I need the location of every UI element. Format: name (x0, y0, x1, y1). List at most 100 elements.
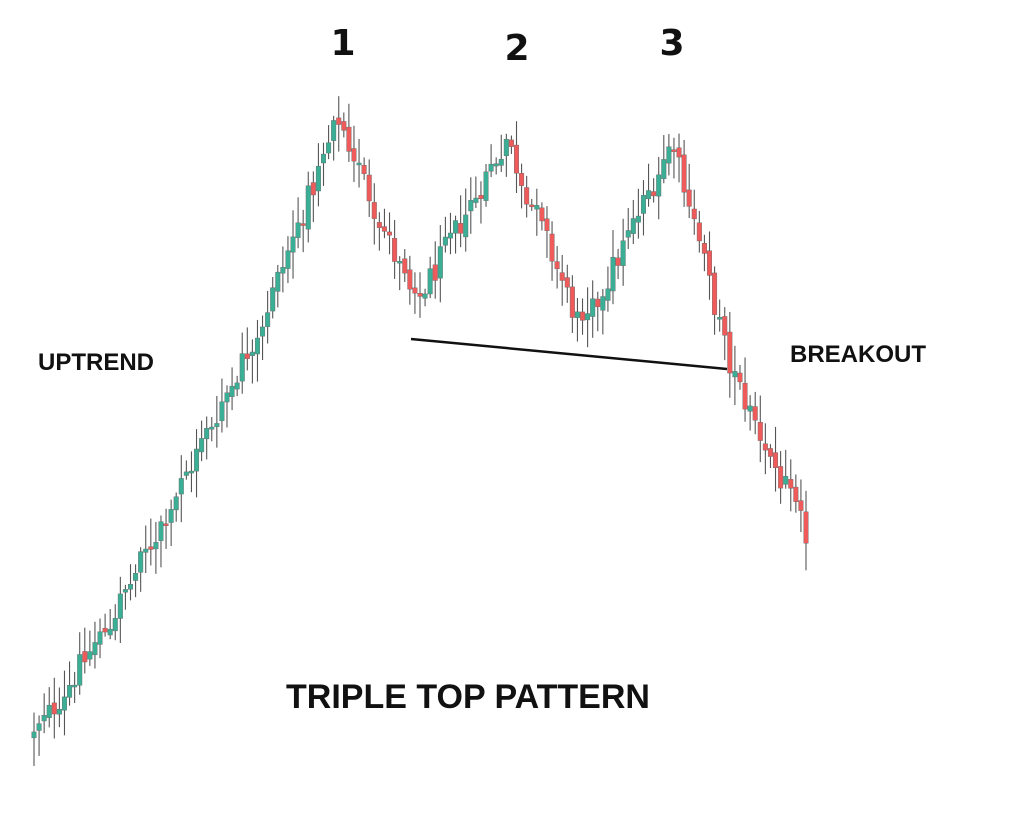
candle-body-bullish (214, 423, 220, 427)
candle (707, 231, 713, 300)
candle-body-bullish (661, 159, 667, 180)
candle (392, 220, 398, 279)
candle (742, 357, 748, 422)
candle-body-bullish (143, 548, 149, 553)
candle (51, 677, 57, 739)
candle-body-bearish (595, 298, 601, 308)
candle (615, 248, 621, 280)
candle (183, 460, 189, 480)
candle-body-bullish (138, 551, 144, 573)
candle-body-bullish (326, 142, 332, 154)
candle-body-bearish (519, 173, 525, 186)
candle (72, 671, 78, 703)
candle (260, 315, 266, 361)
candle-body-bearish (524, 187, 530, 205)
candle-body-bearish (742, 382, 748, 410)
candle (422, 288, 428, 307)
candle (453, 215, 459, 254)
candle (229, 367, 235, 411)
candle-body-bearish (762, 443, 768, 451)
candle-body-bearish (102, 627, 108, 633)
candle-body-bearish (569, 286, 575, 318)
candle (534, 188, 540, 236)
candle (158, 515, 164, 568)
candle (498, 134, 504, 172)
candle-body-bearish (686, 189, 692, 207)
candle-body-bullish (260, 326, 266, 337)
candle-body-bullish (493, 163, 499, 167)
candle-body-bearish (773, 452, 779, 468)
candle-body-bearish (478, 195, 484, 199)
candle (199, 420, 205, 462)
candle (290, 210, 296, 279)
candle (143, 525, 149, 574)
candle-body-bearish (387, 231, 393, 236)
candle-body-bullish (168, 509, 174, 523)
candle-body-bullish (640, 194, 646, 214)
candle (732, 345, 738, 406)
candle (676, 133, 682, 183)
candle (407, 255, 413, 305)
candle-body-bearish (508, 139, 514, 147)
candle-body-bullish (473, 197, 479, 203)
candle-body-bullish (194, 448, 200, 472)
candle-body-bullish (666, 146, 672, 164)
candle (61, 670, 67, 736)
candle (803, 490, 809, 571)
candle (234, 375, 240, 397)
candle-body-bearish (458, 223, 464, 234)
candle (351, 125, 357, 183)
candle-body-bearish (727, 331, 733, 374)
candle (696, 210, 702, 253)
candle-body-bearish (366, 174, 372, 202)
candle (600, 289, 606, 335)
candle-body-bearish (681, 154, 687, 193)
candle-body-bullish (305, 185, 311, 230)
candle-body-bearish (392, 238, 398, 262)
candle-body-bullish (427, 268, 433, 295)
candle-body-bearish (376, 222, 382, 228)
candle (549, 221, 555, 281)
candle-body-bearish (412, 287, 418, 294)
candle-body-bullish (590, 298, 596, 317)
candle (397, 256, 403, 291)
candle (630, 199, 636, 245)
chart-title: TRIPLE TOP PATTERN (286, 678, 650, 716)
candle (559, 254, 565, 306)
candle-body-bullish (498, 158, 504, 166)
candle-body-bearish (752, 406, 758, 421)
candle-body-bearish (701, 242, 707, 254)
candle (138, 547, 144, 592)
candle (783, 449, 789, 489)
candle-body-bullish (67, 685, 73, 698)
candle (554, 246, 560, 289)
candle (727, 311, 733, 398)
candle (519, 163, 525, 209)
candle-body-bearish (381, 226, 387, 232)
candle-body-bullish (117, 593, 123, 619)
candle-body-bullish (503, 138, 509, 157)
candle (265, 290, 271, 344)
candle-body-bullish (630, 218, 636, 234)
candle-body-bullish (321, 153, 327, 164)
candle-body-bearish (696, 222, 702, 242)
candle-body-bearish (432, 264, 438, 281)
candle-body-bullish (646, 190, 652, 200)
candle-body-bearish (549, 233, 555, 262)
candle (224, 385, 230, 428)
candle-body-bearish (615, 257, 621, 266)
candle-body-bearish (351, 148, 357, 162)
candle (417, 272, 423, 318)
candle (493, 157, 499, 175)
candle (737, 364, 743, 390)
candle-body-bullish (41, 715, 47, 722)
candle (473, 176, 479, 208)
candle-body-bearish (529, 204, 535, 208)
candle (646, 163, 652, 207)
candle (412, 272, 418, 314)
candle-body-bullish (783, 476, 789, 485)
candle (219, 378, 225, 433)
breakout-annotation: BREAKOUT (790, 341, 926, 368)
candle-body-bearish (361, 164, 367, 174)
